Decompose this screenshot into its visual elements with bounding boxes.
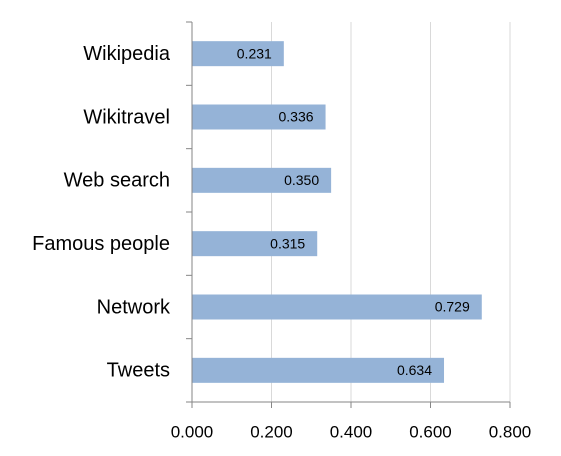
bar [192, 104, 326, 130]
y-tick-label: Wikitravel [83, 106, 170, 128]
value-label: 0.231 [237, 45, 272, 61]
y-tick-label: Tweets [107, 360, 170, 382]
value-label: 0.634 [397, 362, 432, 378]
bar [192, 41, 284, 67]
value-label: 0.350 [284, 172, 319, 188]
value-label: 0.729 [435, 299, 470, 315]
y-tick-label: Network [97, 296, 171, 318]
bar [192, 294, 482, 320]
value-label: 0.315 [270, 235, 305, 251]
x-tick-label: 0.600 [409, 422, 452, 441]
x-tick-label: 0.000 [171, 422, 214, 441]
bar [192, 231, 318, 257]
x-tick-label: 0.800 [489, 422, 532, 441]
bar [192, 357, 445, 383]
value-label: 0.336 [279, 109, 314, 125]
bar [192, 167, 332, 193]
y-tick-label: Famous people [32, 233, 170, 255]
x-tick-label: 0.200 [250, 422, 293, 441]
y-tick-label: Web search [64, 170, 170, 192]
x-tick-label: 0.400 [330, 422, 373, 441]
y-tick-label: Wikipedia [83, 43, 171, 65]
